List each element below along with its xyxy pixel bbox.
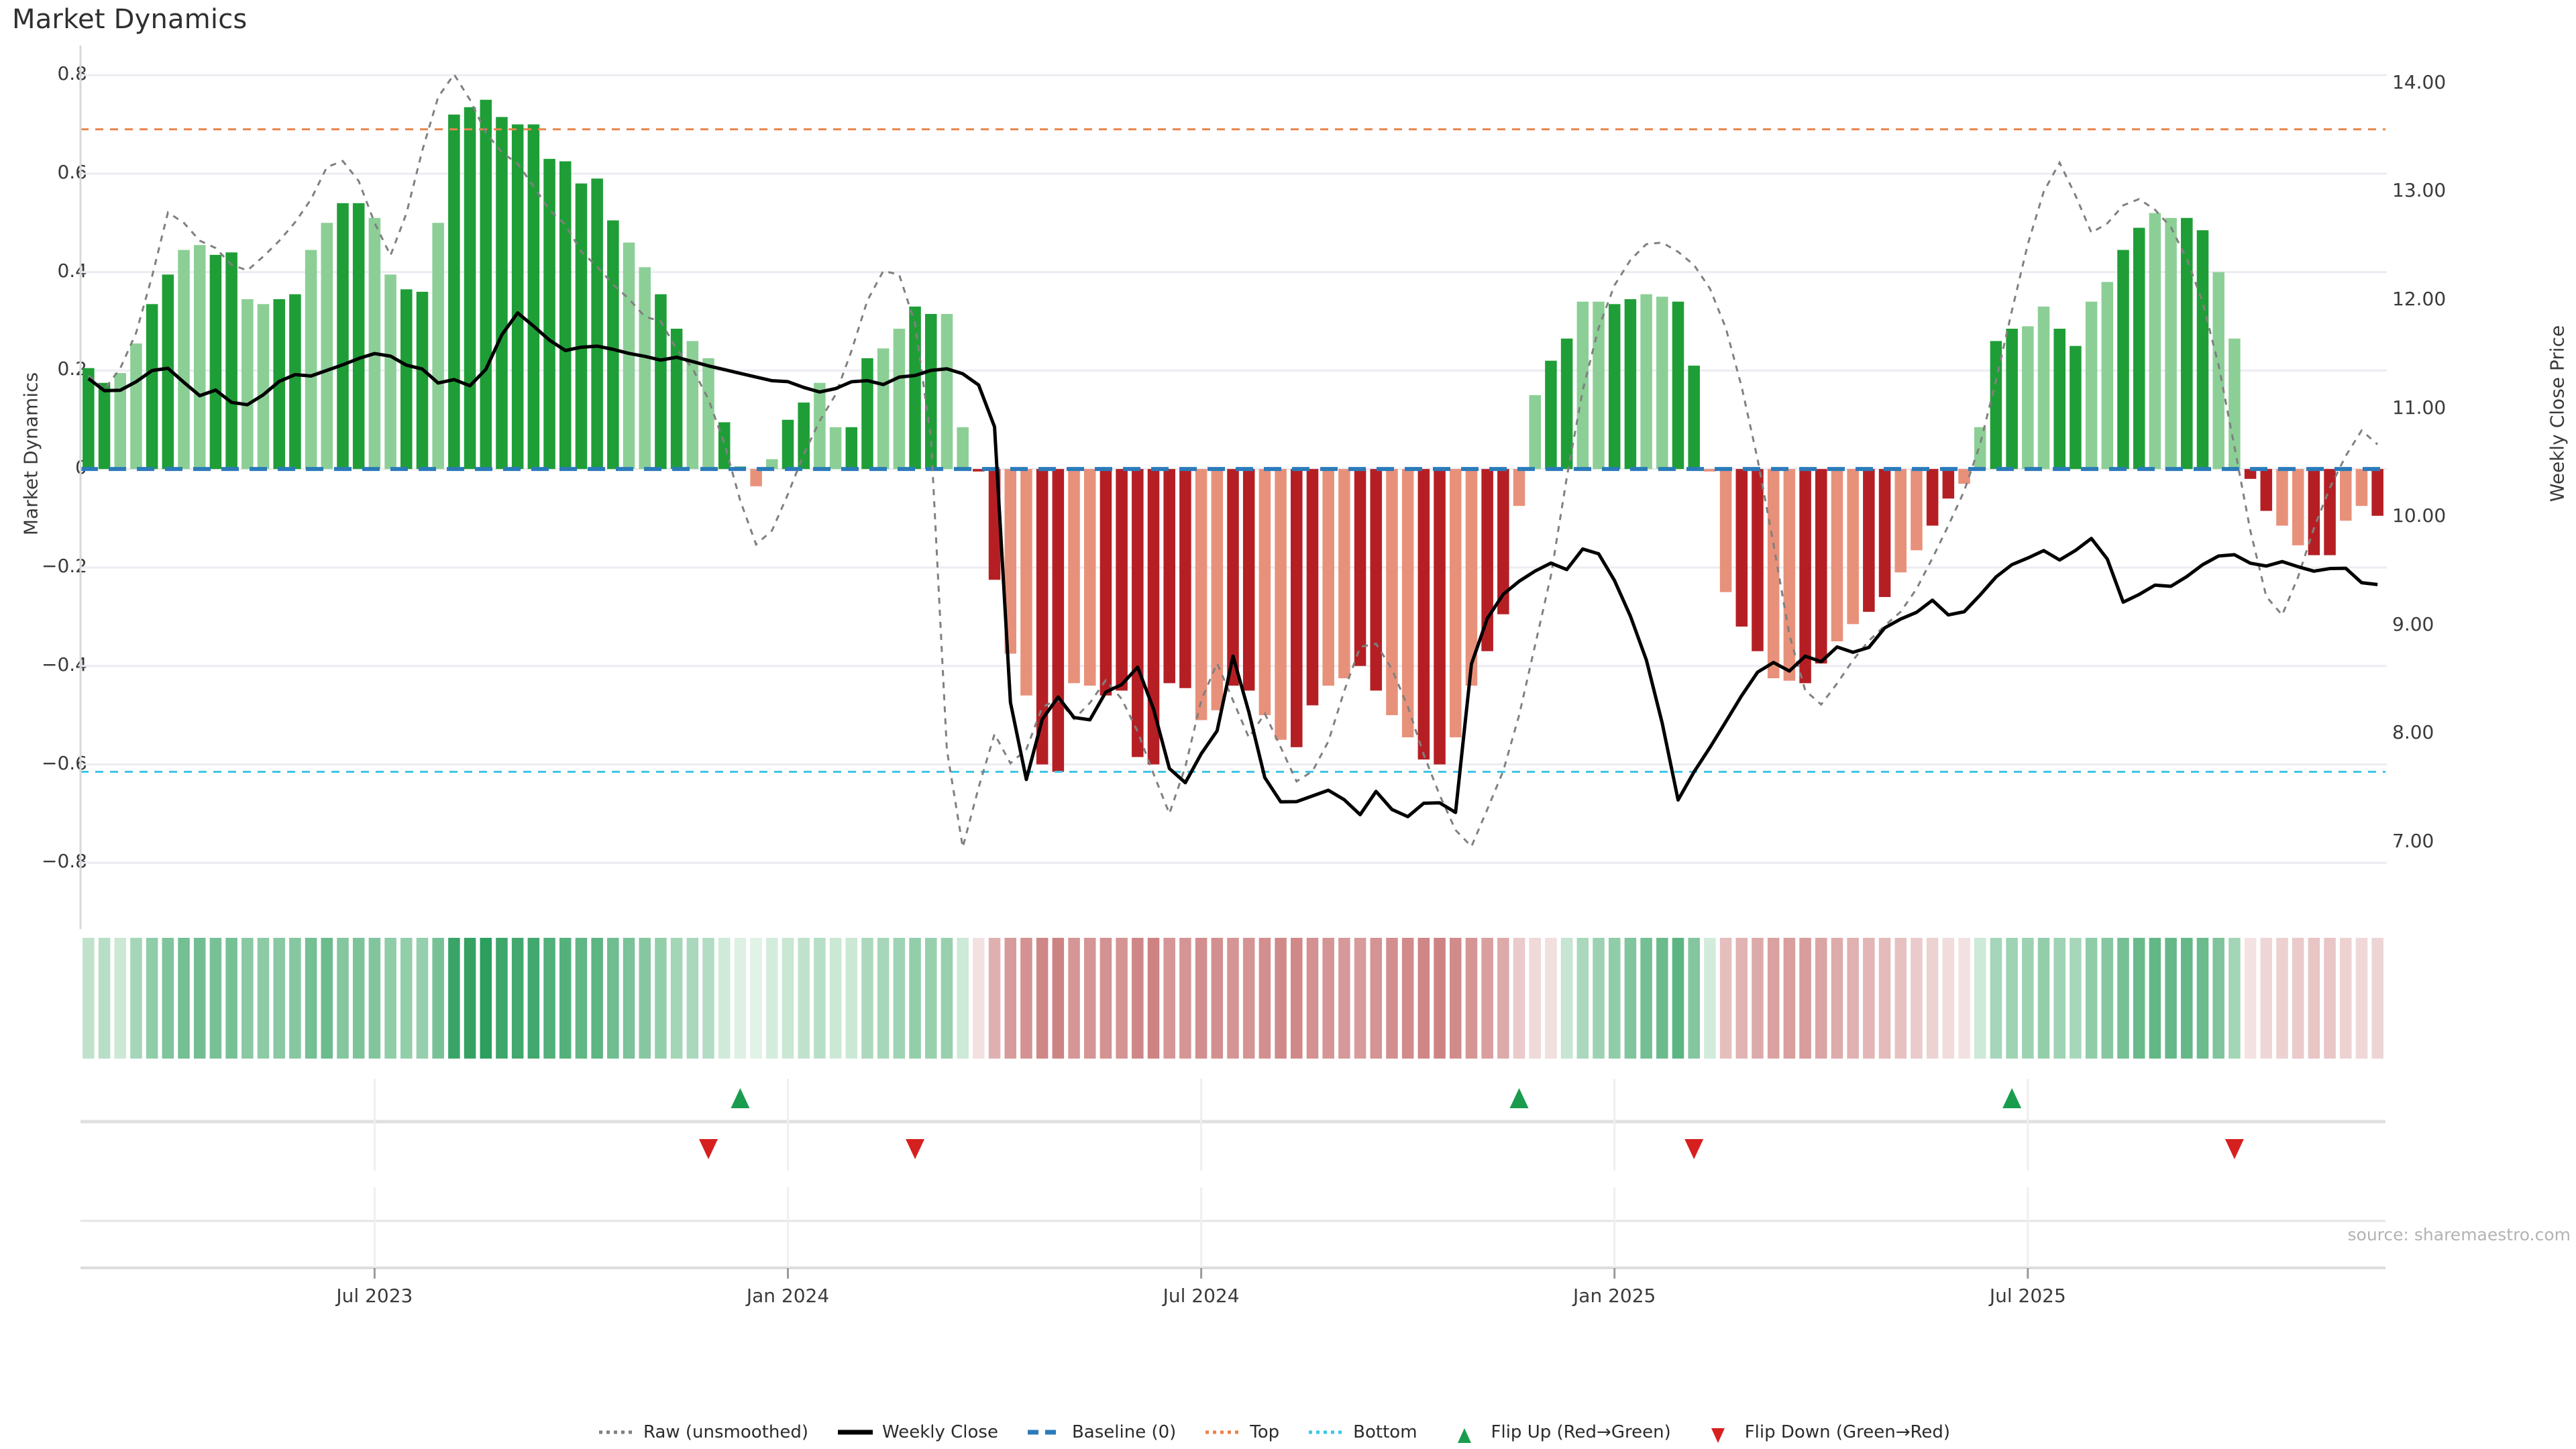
legend-label: Baseline (0) (1071, 1422, 1177, 1442)
x-tick: Jul 2025 (1989, 1285, 2066, 1307)
y-tick-right: 14.00 (2392, 70, 2447, 93)
legend-item-1[interactable]: Weekly Close (837, 1422, 998, 1442)
y-tick-right: 7.00 (2392, 830, 2434, 853)
dotted-line-icon (1204, 1426, 1242, 1439)
legend-item-0[interactable]: Raw (unsmoothed) (598, 1422, 808, 1442)
y-tick-right: 9.00 (2392, 612, 2434, 635)
chart-legend: Raw (unsmoothed) Weekly Close Baseline (0)… (0, 1422, 2576, 1443)
source-caption: source: sharemaestro.com (2347, 1225, 2571, 1244)
y-tick-right: 12.00 (2392, 287, 2447, 310)
legend-item-4[interactable]: Bottom (1307, 1422, 1417, 1442)
y-tick-right: 8.00 (2392, 721, 2434, 744)
flip-up-icon (1446, 1426, 1483, 1443)
y-tick-left: 0.8 (57, 62, 87, 85)
legend-item-2[interactable]: Baseline (0) (1026, 1422, 1176, 1442)
legend-item-3[interactable]: Top (1204, 1422, 1279, 1442)
x-tick: Jul 2023 (336, 1285, 413, 1307)
y-tick-left: 0.2 (57, 358, 87, 380)
dashed-line-icon (1026, 1426, 1064, 1439)
dotted-line-icon (1307, 1426, 1345, 1439)
y-tick-left: 0.6 (57, 160, 87, 183)
legend-label: Top (1250, 1422, 1280, 1442)
legend-label: Bottom (1353, 1422, 1417, 1442)
legend-label: Weekly Close (882, 1422, 998, 1442)
x-tick: Jul 2024 (1163, 1285, 1240, 1307)
solid-line-icon (837, 1426, 874, 1439)
y-tick-right: 13.00 (2392, 179, 2447, 202)
x-tick: Jan 2025 (1573, 1285, 1656, 1307)
legend-label: Flip Up (Red→Green) (1491, 1422, 1671, 1442)
legend-label: Flip Down (Green→Red) (1744, 1422, 1951, 1442)
y-tick-right: 11.00 (2392, 396, 2447, 419)
y-tick-right: 10.00 (2392, 504, 2447, 527)
flip-down-icon (1699, 1426, 1737, 1443)
y-tick-left: 0.4 (57, 259, 87, 282)
legend-item-5[interactable]: Flip Up (Red→Green) (1446, 1422, 1671, 1443)
legend-item-6[interactable]: Flip Down (Green→Red) (1699, 1422, 1951, 1443)
page-title: Market Dynamics (12, 4, 248, 35)
x-tick: Jan 2024 (746, 1285, 830, 1307)
legend-label: Raw (unsmoothed) (643, 1422, 809, 1442)
dotted-line-icon (598, 1426, 635, 1439)
